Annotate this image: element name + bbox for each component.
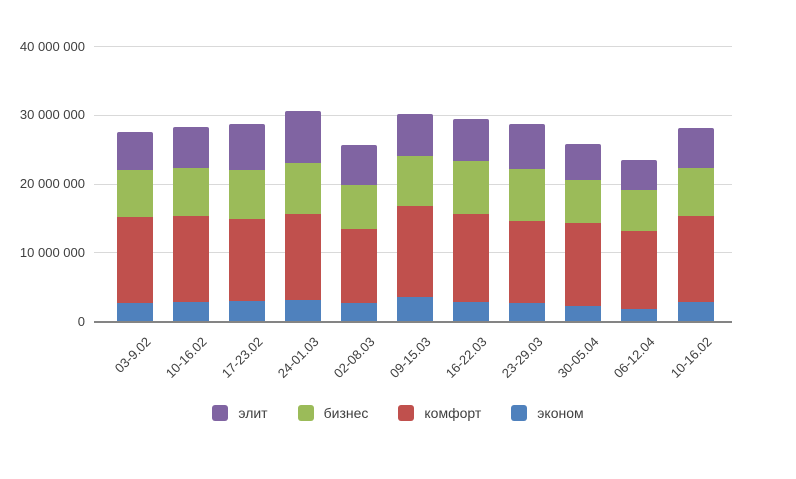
bar-segment-business — [397, 155, 433, 206]
bar-segment-comfort — [621, 230, 658, 310]
bar-segment-econom — [284, 300, 321, 322]
bar-segment-elite — [397, 113, 433, 156]
bar-segment-business — [228, 170, 265, 220]
bar-segment-elite — [340, 144, 377, 185]
bar-segment-comfort — [116, 217, 153, 303]
bar-segment-comfort — [284, 213, 321, 301]
bar-segment-elite — [621, 159, 658, 190]
bar-segment-business — [284, 163, 321, 214]
legend-swatch-icon — [398, 405, 415, 421]
x-axis-label: 02-08.03 — [330, 333, 378, 381]
x-axis-label: 03-9.02 — [111, 333, 154, 376]
bar-segment-elite — [509, 124, 546, 169]
y-axis-tick-label: 0 — [77, 313, 85, 329]
legend-swatch-icon — [511, 405, 528, 421]
legend-swatch-icon — [212, 405, 229, 421]
bar-segment-econom — [397, 297, 433, 322]
y-axis-tick-label: 10 000 000 — [19, 244, 85, 260]
bar-segment-econom — [621, 309, 658, 322]
x-axis-label: 10-16.02 — [162, 333, 210, 381]
legend-item: комфорт — [398, 405, 481, 421]
bar-segment-elite — [453, 118, 490, 162]
y-axis-tick-label: 20 000 000 — [19, 176, 85, 191]
chart-legend: элит бизнес комфорт эконом — [0, 405, 796, 421]
bar-segment-econom — [340, 302, 377, 322]
bar-segment-comfort — [228, 219, 265, 301]
bar-segment-econom — [116, 302, 153, 322]
x-axis-label: 17-23.02 — [218, 333, 266, 381]
legend-item: бизнес — [297, 405, 369, 421]
gridline — [94, 46, 732, 47]
x-axis-label: 30-05.04 — [555, 333, 602, 381]
bar-segment-business — [340, 184, 377, 229]
bar-segment-business — [172, 168, 209, 216]
legend-item: элит — [212, 405, 268, 421]
bar-segment-comfort — [172, 215, 209, 302]
legend-label: комфорт — [424, 405, 482, 421]
legend-swatch-icon — [297, 405, 314, 421]
bar-segment-econom — [453, 301, 490, 322]
bar-segment-elite — [284, 111, 321, 164]
bar-segment-business — [565, 179, 602, 223]
bar-segment-econom — [509, 302, 546, 322]
bar-segment-elite — [116, 132, 153, 171]
x-axis-label: 10-16.02 — [667, 333, 715, 381]
x-axis-label: 16-22.03 — [442, 333, 490, 381]
bar-segment-comfort — [340, 228, 377, 303]
bar-segment-elite — [677, 127, 714, 169]
bar-segment-econom — [172, 301, 209, 322]
bar-segment-elite — [172, 126, 209, 169]
x-axis-line — [94, 320, 732, 323]
y-axis-tick-label: 40 000 000 — [19, 38, 85, 54]
bar-segment-comfort — [565, 222, 602, 307]
legend-item: эконом — [511, 405, 584, 421]
bar-segment-business — [116, 170, 153, 217]
bar-segment-elite — [228, 123, 265, 171]
legend-label: бизнес — [323, 405, 369, 421]
bar-segment-business — [677, 168, 714, 216]
legend-label: эконом — [537, 405, 584, 421]
x-axis-label: 06-12.04 — [611, 333, 658, 381]
bar-segment-comfort — [453, 213, 490, 302]
bar-segment-comfort — [677, 215, 714, 302]
bar-segment-business — [453, 161, 490, 214]
bar-segment-elite — [565, 144, 602, 180]
x-axis-label: 09-15.03 — [386, 333, 434, 381]
bar-segment-comfort — [509, 221, 546, 303]
y-axis-tick-label: 30 000 000 — [19, 107, 85, 123]
legend-label: элит — [238, 405, 268, 421]
bar-segment-business — [621, 189, 658, 231]
x-axis-label: 24-01.03 — [274, 333, 322, 381]
bar-segment-business — [509, 168, 546, 222]
bar-segment-econom — [228, 300, 265, 322]
bar-segment-comfort — [397, 206, 433, 298]
bar-segment-econom — [677, 301, 714, 322]
bar-segment-econom — [565, 306, 602, 322]
x-axis-label: 23-29.03 — [498, 333, 546, 381]
